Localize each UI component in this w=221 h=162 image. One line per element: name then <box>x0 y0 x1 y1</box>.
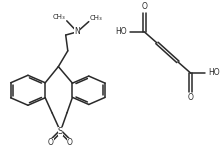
Text: CH₃: CH₃ <box>53 14 66 20</box>
Text: HO: HO <box>208 68 220 77</box>
Text: O: O <box>141 2 147 11</box>
Text: N: N <box>74 27 80 36</box>
Text: O: O <box>67 138 73 147</box>
Text: CH₃: CH₃ <box>90 15 103 21</box>
Text: O: O <box>48 138 54 147</box>
Text: O: O <box>188 93 193 102</box>
Text: S: S <box>58 127 63 136</box>
Text: HO: HO <box>115 27 126 36</box>
